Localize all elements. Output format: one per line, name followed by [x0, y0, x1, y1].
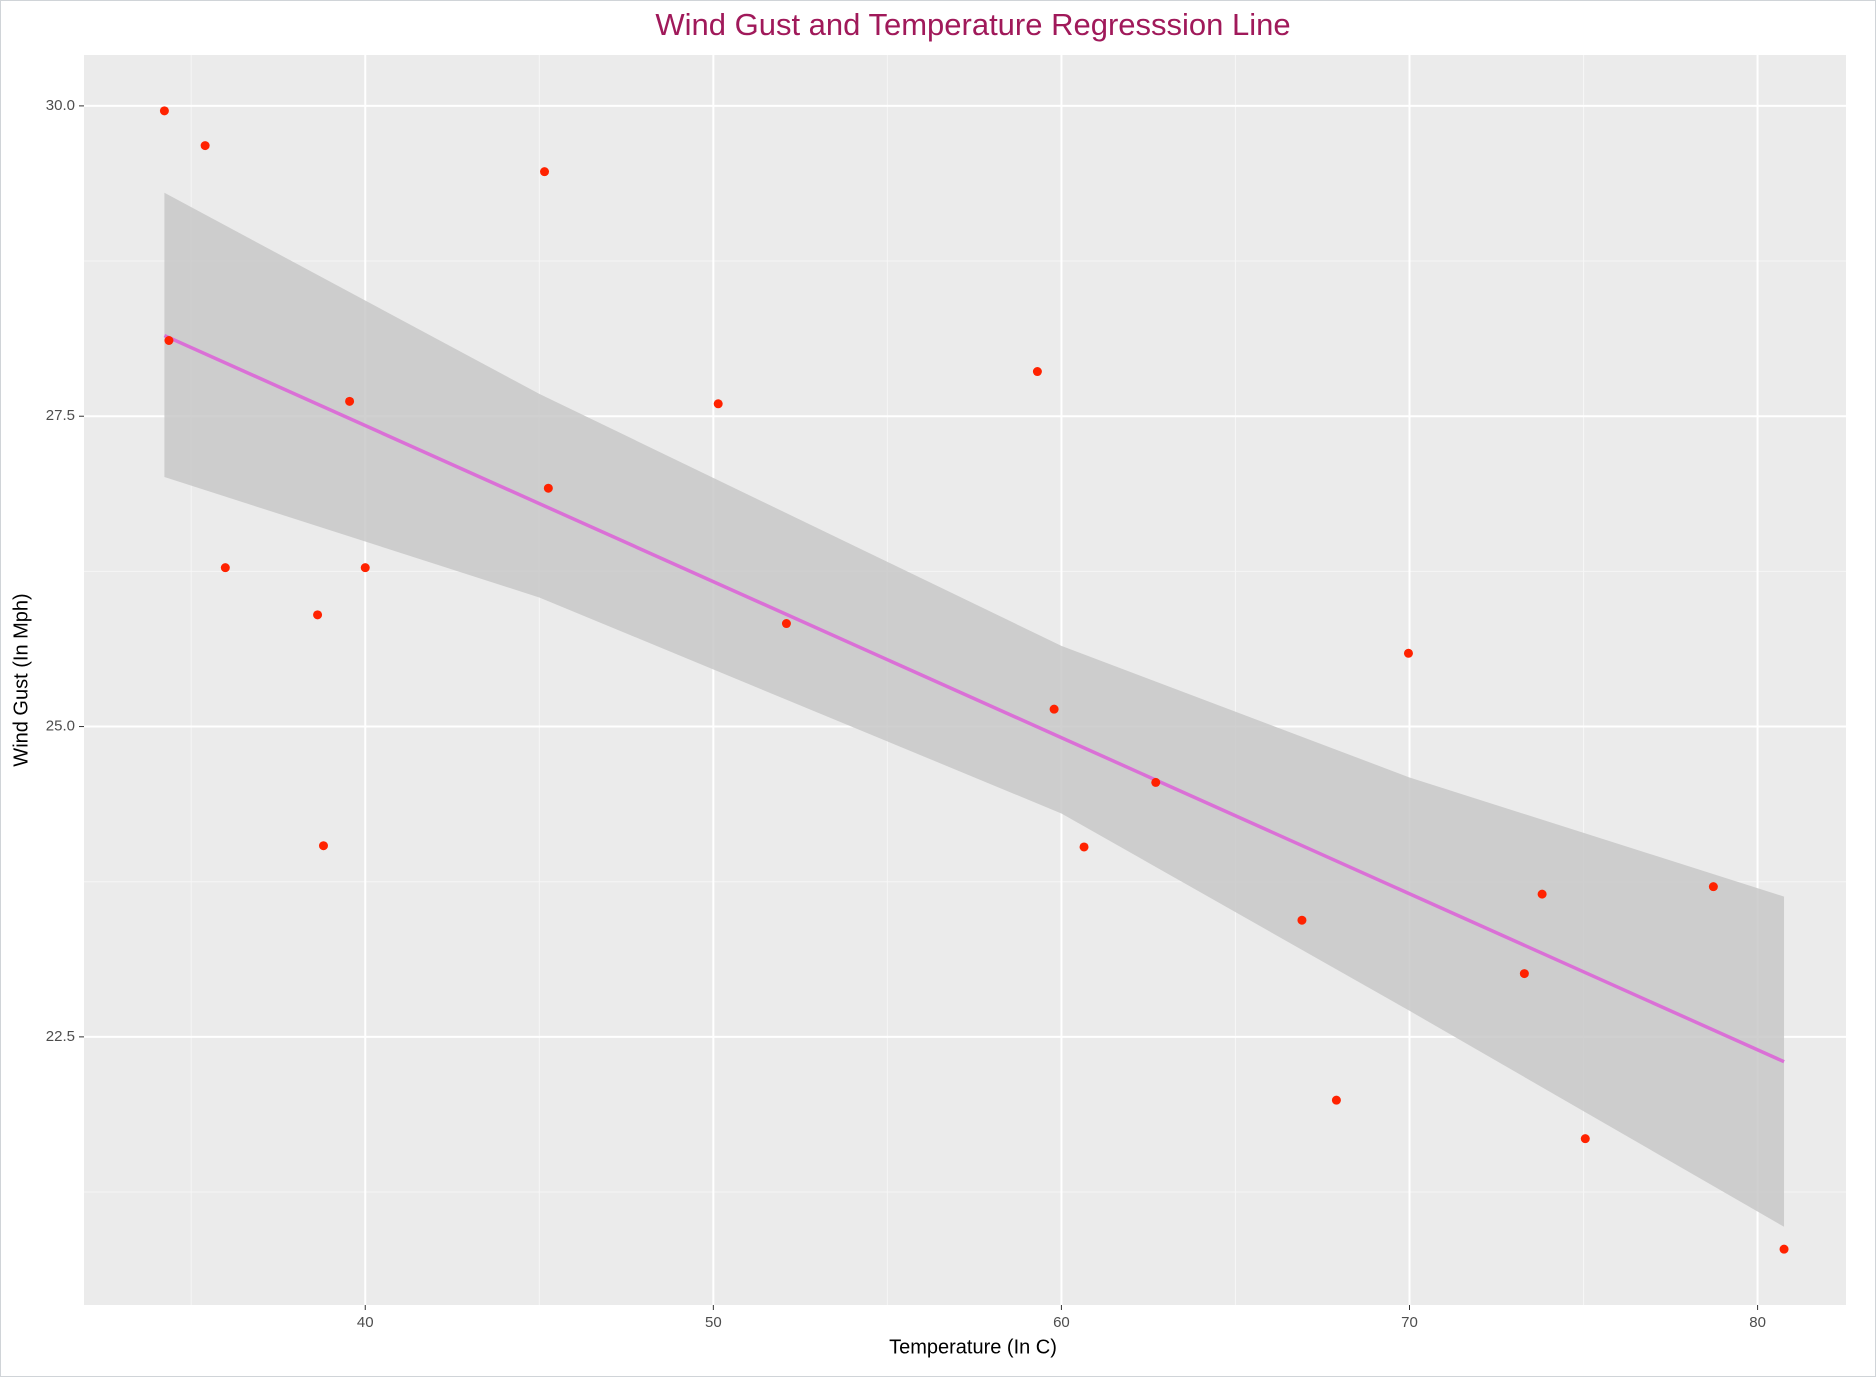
point [318, 841, 328, 851]
point [713, 399, 723, 409]
point [540, 167, 550, 177]
point [781, 619, 791, 629]
point [313, 610, 323, 620]
x-tick-label: 80 [1749, 1314, 1766, 1331]
x-tick-label: 50 [705, 1314, 722, 1331]
point [360, 563, 370, 573]
point [1708, 882, 1718, 892]
point [159, 106, 169, 116]
point [345, 396, 355, 406]
point [1032, 367, 1042, 377]
point [543, 483, 553, 493]
point [1079, 842, 1089, 852]
point [1580, 1134, 1590, 1144]
x-tick-label: 40 [357, 1314, 374, 1331]
chart-title: Wind Gust and Temperature Regresssion Li… [655, 7, 1290, 42]
point [1779, 1244, 1789, 1254]
point [1331, 1095, 1341, 1105]
regression-line [163, 333, 1785, 1064]
point [200, 141, 210, 151]
y-tick-label: 22.5 [46, 1028, 75, 1045]
confidence-band [164, 192, 1785, 1227]
point [1519, 969, 1529, 979]
x-tick-label: 70 [1401, 1314, 1418, 1331]
y-tick-label: 27.5 [46, 407, 75, 424]
point [1537, 889, 1547, 899]
point [1403, 648, 1413, 658]
point [164, 336, 174, 346]
point [220, 563, 230, 573]
y-tick-label: 25.0 [46, 718, 75, 735]
point [1049, 704, 1059, 714]
x-axis-title: Temperature (In C) [889, 1336, 1057, 1358]
y-axis-title: Wind Gust (In Mph) [10, 593, 32, 766]
point [1297, 915, 1307, 925]
point [1151, 777, 1161, 787]
x-tick-label: 60 [1053, 1314, 1070, 1331]
y-tick-label: 30.0 [46, 97, 75, 114]
